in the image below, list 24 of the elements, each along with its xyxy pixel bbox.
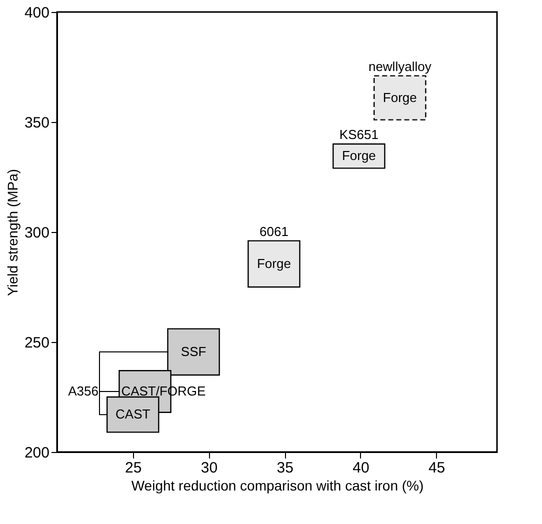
series-label: Forge xyxy=(256,256,291,271)
y-tick-label: 300 xyxy=(24,224,50,242)
x-tick-label: 30 xyxy=(200,460,218,476)
bar xyxy=(374,75,426,120)
x-tick-label: 35 xyxy=(276,460,294,476)
annotation: newllyalloy xyxy=(368,58,432,74)
series-label: SSF xyxy=(180,344,206,359)
y-tick-label: 350 xyxy=(24,114,50,132)
series-label: Forge xyxy=(342,148,376,164)
y-tick-label: 400 xyxy=(24,4,50,22)
bar xyxy=(332,143,386,169)
x-tick-label: 25 xyxy=(125,460,142,476)
y-tick-label: 250 xyxy=(24,334,50,352)
y-tick-label: 200 xyxy=(24,444,50,462)
x-axis-title: Weight reduction comparison with cast iron (%) xyxy=(131,478,424,494)
bar xyxy=(248,240,300,288)
x-tick-label: 45 xyxy=(428,460,446,476)
series-label: CAST xyxy=(116,406,150,422)
annotation: A356 xyxy=(68,384,98,398)
annotation: KS651 xyxy=(339,127,378,142)
y-axis-title: Yield strength (MPa) xyxy=(4,168,20,296)
series-label: Forge xyxy=(382,90,417,105)
x-tick-label: 40 xyxy=(352,460,370,476)
annotation: 6061 xyxy=(260,224,288,239)
